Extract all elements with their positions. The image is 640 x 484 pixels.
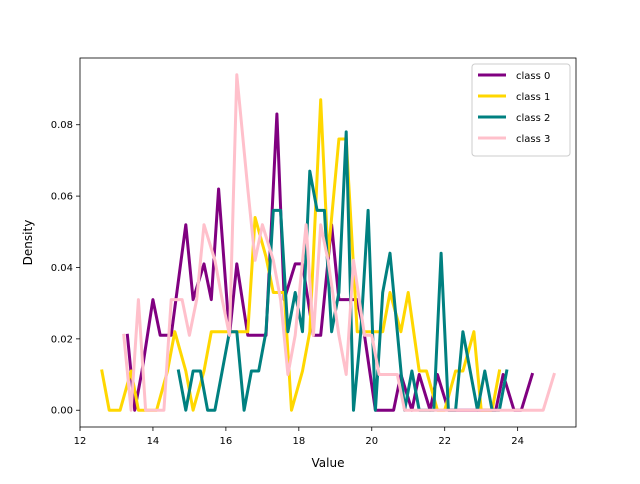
- y-axis-label: Density: [21, 220, 35, 266]
- legend-box: [471, 63, 571, 157]
- y-tick-label: 0.04: [51, 263, 73, 274]
- legend-label: class 0: [516, 71, 550, 82]
- x-axis-label: Value: [312, 456, 345, 470]
- legend-label: class 2: [516, 113, 550, 124]
- x-axis: 12 14 16 18 20 22 24: [74, 427, 524, 447]
- series-line-3: [122, 73, 556, 412]
- legend-label: class 1: [516, 92, 550, 103]
- y-tick-label: 0.08: [51, 120, 73, 131]
- x-tick-label: 14: [147, 436, 160, 447]
- y-tick-label: 0.00: [51, 406, 73, 417]
- x-tick-label: 12: [74, 436, 87, 447]
- x-tick-label: 16: [220, 436, 233, 447]
- x-tick-label: 24: [511, 436, 524, 447]
- x-tick-label: 18: [292, 436, 305, 447]
- plot-lines: [100, 73, 556, 412]
- y-tick-label: 0.02: [51, 334, 73, 345]
- y-tick-label: 0.06: [51, 192, 73, 203]
- y-axis: 0.00 0.02 0.04 0.06 0.08: [51, 120, 80, 417]
- x-tick-label: 22: [438, 436, 451, 447]
- legend: class 0 class 1 class 2 class 3: [471, 63, 571, 157]
- legend-label: class 3: [516, 134, 550, 145]
- x-tick-label: 20: [365, 436, 378, 447]
- plot-frame: [79, 57, 577, 428]
